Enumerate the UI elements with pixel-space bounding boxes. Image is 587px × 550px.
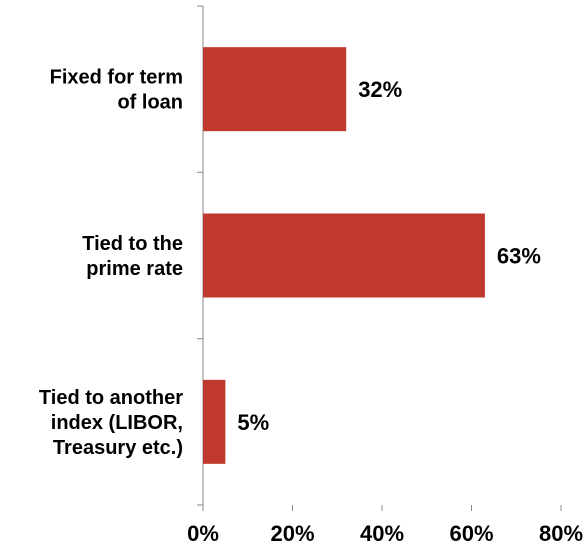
data-label: 5%	[237, 410, 269, 435]
category-label-line: of loan	[117, 92, 183, 114]
category-label: Tied to the prime rate	[82, 233, 183, 280]
bar	[203, 213, 485, 298]
category-label: Fixed for term of loan	[50, 67, 183, 114]
x-tick-label: 20%	[270, 521, 314, 546]
x-tick-label: 80%	[539, 521, 583, 546]
category-label-line: index (LIBOR,	[51, 412, 183, 434]
bar	[203, 47, 347, 132]
category-label-line: Treasury etc.)	[53, 437, 183, 459]
data-label: 32%	[358, 77, 402, 102]
chart-bars	[203, 47, 485, 464]
category-label: Tied to another index (LIBOR, Treasury etc…	[39, 387, 183, 459]
x-tick-label: 0%	[187, 521, 219, 546]
bar	[203, 379, 226, 464]
category-label-line: Fixed for term	[50, 67, 183, 89]
category-label-line: Tied to the	[82, 233, 183, 255]
x-tick-label: 40%	[360, 521, 404, 546]
data-label: 63%	[497, 244, 541, 269]
x-tick-label: 60%	[449, 521, 493, 546]
category-label-line: prime rate	[86, 258, 183, 280]
chart-labels: 0% 20% 40% 60% 80% 32% Fixed for term of loan 63…	[39, 67, 583, 546]
category-label-line: Tied to another	[39, 387, 183, 409]
